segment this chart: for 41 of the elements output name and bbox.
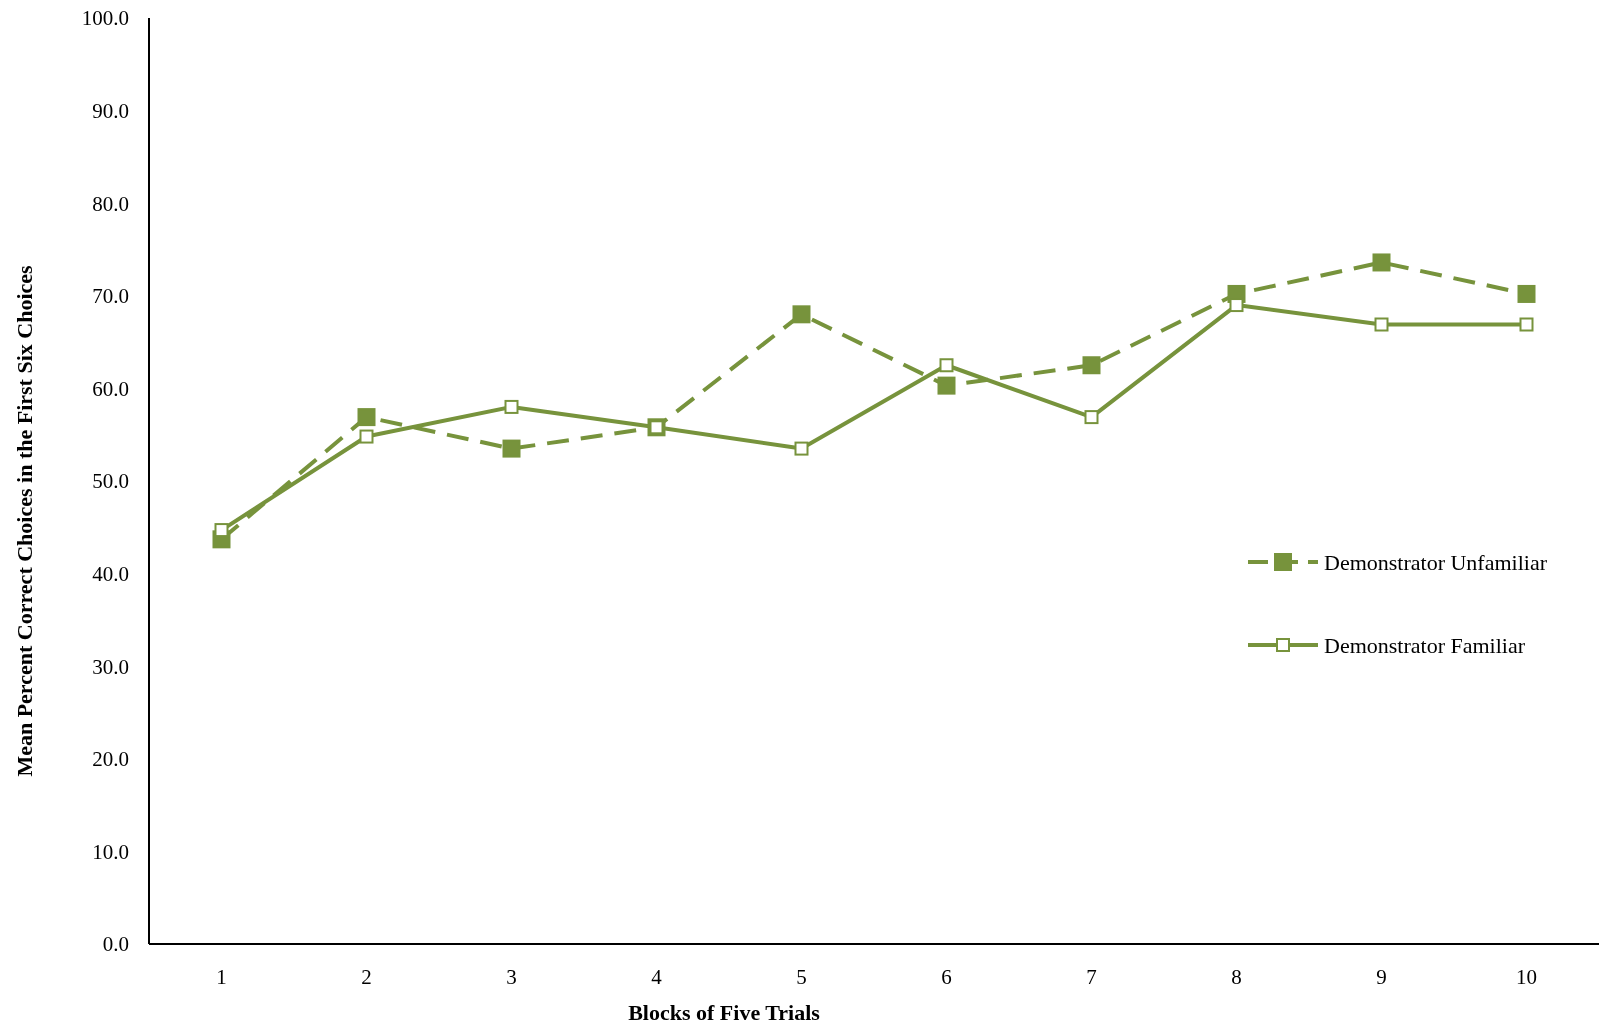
- y-axis-title: Mean Percent Correct Choices in the First Six Choices: [12, 264, 37, 777]
- y-tick-label: 60.0: [92, 376, 129, 401]
- y-tick-label: 100.0: [81, 6, 129, 31]
- point: [359, 429, 374, 444]
- x-tick-label: 8: [1231, 965, 1242, 989]
- x-tick-label: 2: [361, 965, 372, 989]
- x-tick-label: 3: [506, 965, 517, 989]
- point: [939, 358, 954, 373]
- legend-label: Demonstrator Unfamiliar: [1324, 549, 1548, 575]
- y-tick-label: 30.0: [92, 654, 129, 679]
- x-tick-label: 9: [1376, 965, 1387, 989]
- y-tick-label: 0.0: [102, 932, 129, 957]
- x-tick-label: 10: [1516, 965, 1537, 989]
- point: [937, 376, 956, 395]
- legend-label: Demonstrator Familiar: [1324, 632, 1526, 658]
- x-tick-label: 5: [796, 965, 807, 989]
- point: [357, 408, 376, 427]
- point: [1519, 317, 1534, 332]
- point: [1082, 356, 1101, 375]
- point: [1374, 317, 1389, 332]
- point: [502, 439, 521, 458]
- point: [1517, 284, 1536, 303]
- y-tick-label: 20.0: [92, 747, 129, 772]
- point: [1229, 298, 1244, 313]
- x-tick-label: 4: [651, 965, 663, 989]
- y-tick-label: 70.0: [92, 284, 129, 309]
- x-tick-label: 7: [1086, 965, 1097, 989]
- point: [1084, 410, 1099, 425]
- x-tick-label: 6: [941, 965, 952, 989]
- x-axis-title: Blocks of Five Trials: [628, 1000, 821, 1025]
- y-tick-label: 40.0: [92, 561, 129, 586]
- point: [214, 523, 229, 538]
- point: [794, 441, 809, 456]
- y-tick-label: 90.0: [92, 98, 129, 123]
- point: [792, 305, 811, 324]
- point: [504, 399, 519, 414]
- y-tick-label: 80.0: [92, 191, 129, 216]
- y-tick-label: 50.0: [92, 469, 129, 494]
- x-tick-label: 1: [216, 965, 227, 989]
- y-tick-label: 10.0: [92, 839, 129, 864]
- point: [1372, 253, 1391, 272]
